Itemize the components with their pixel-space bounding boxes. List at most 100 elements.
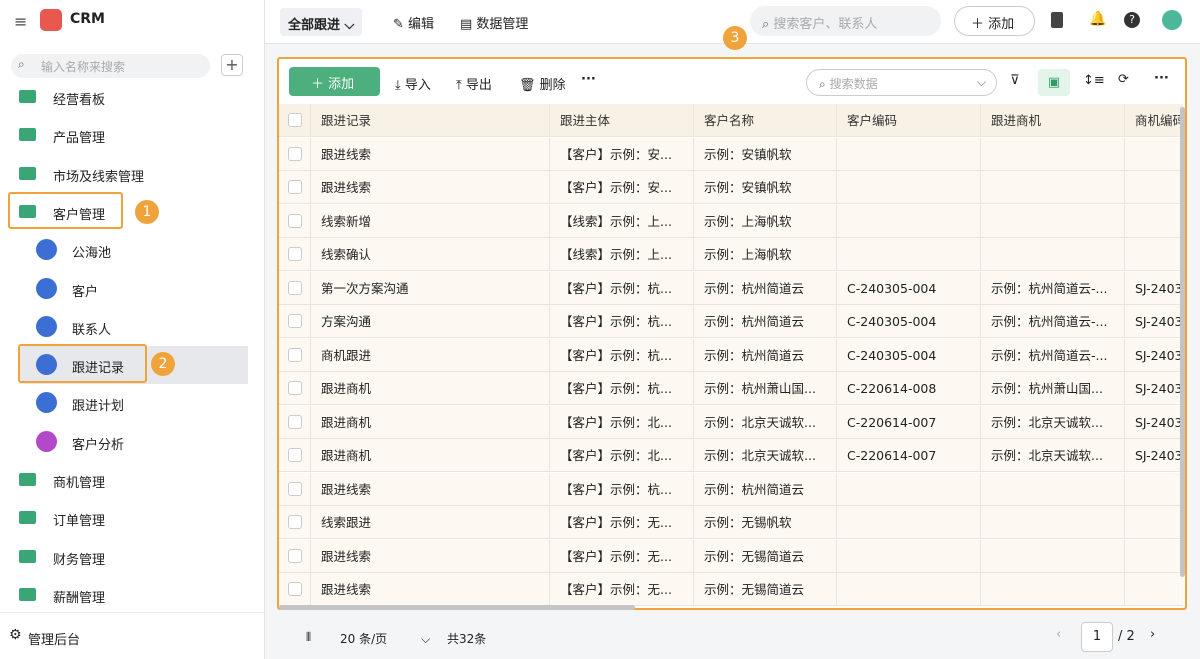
item-icon [36, 277, 57, 299]
import-button[interactable]: ⤓ 导入 [395, 78, 431, 93]
checkbox[interactable] [288, 548, 302, 563]
v-scrollbar[interactable] [1180, 107, 1185, 577]
table-add-label: 添加 [328, 77, 355, 92]
submenu-item[interactable]: 跟进计划 [20, 384, 248, 422]
export-button[interactable]: ⤒ 导出 [456, 78, 492, 93]
checkbox[interactable] [288, 448, 302, 462]
submenu-item[interactable]: 客户 [20, 270, 248, 308]
export-label: 导出 [465, 78, 492, 93]
row-check-cell [279, 204, 311, 238]
table-cell [1125, 506, 1183, 539]
submenu-label: 联系人 [72, 322, 112, 338]
checkbox[interactable] [288, 481, 302, 496]
sidebar-footer[interactable]: ⚙ 管理后台 [0, 612, 264, 659]
table-cell [837, 204, 981, 238]
prev-page[interactable]: ‹ [1056, 627, 1062, 642]
book-icon[interactable] [1051, 12, 1063, 28]
folder-icon [19, 204, 36, 218]
table-cell: 示例：上海帆软 [694, 238, 837, 271]
sidebar: ≡ CRM 输入名称来搜索 ⌕ + 经营看板 产品管理 市场及线索管理 客户管理 公海池… [0, 0, 265, 659]
submenu-item[interactable]: 联系人 [20, 308, 248, 346]
menu-label: 财务管理 [53, 552, 106, 568]
table-cell: SJ-2403 [1125, 271, 1183, 305]
edit-button[interactable]: ✎ 编辑 [393, 17, 435, 32]
table-cell: SJ-2403 [1125, 338, 1183, 372]
next-page[interactable]: › [1150, 627, 1156, 642]
import-label: 导入 [404, 78, 431, 93]
filter-icon[interactable]: ⊽ [1010, 73, 1020, 88]
avatar[interactable] [1162, 10, 1182, 30]
row-check-cell [279, 405, 311, 439]
submenu-item[interactable]: 跟进记录 [20, 346, 248, 385]
table-cell: 示例：北京天诚软... [981, 405, 1125, 439]
page-size[interactable]: 20 条/页 ⌵ [340, 632, 431, 646]
sort-icon[interactable]: ↕≡ [1083, 73, 1105, 88]
add-button[interactable]: + [221, 54, 243, 76]
row-check-cell [279, 539, 311, 573]
bell-icon[interactable]: 🔔 [1089, 11, 1107, 27]
checkbox[interactable] [288, 180, 302, 194]
checkbox[interactable] [288, 414, 302, 429]
view-toggle[interactable]: ▣ [1038, 69, 1070, 96]
menu-item[interactable]: 商机管理 [0, 469, 264, 493]
h-scrollbar[interactable] [279, 605, 635, 610]
menu-item[interactable]: 薪酬管理 [0, 584, 264, 608]
help-icon[interactable]: ? [1124, 12, 1140, 28]
data-manage-button[interactable]: ▤ 数据管理 [460, 17, 529, 32]
table-cell [1125, 238, 1183, 271]
folder-icon [19, 549, 36, 563]
annotation: 1 [135, 200, 159, 224]
checkbox[interactable] [288, 280, 302, 295]
table-cell: 示例：上海帆软 [694, 204, 837, 238]
global-search-placeholder: 搜索客户、联系人 [773, 17, 878, 32]
item-icon [36, 315, 57, 337]
table-cell: 【线索】示例：上... [550, 204, 694, 238]
table-cell: 线索新增 [311, 204, 550, 238]
submenu-label: 客户分析 [72, 437, 125, 453]
checkbox[interactable] [288, 347, 302, 362]
checkbox[interactable] [288, 113, 302, 127]
delete-button[interactable]: 🗑 删除 [519, 78, 566, 93]
table-cell: 【客户】示例：杭... [550, 472, 694, 506]
table-cell [837, 472, 981, 506]
search-icon: ⌕ [18, 57, 25, 71]
more-button[interactable]: ··· [581, 72, 596, 87]
global-search[interactable]: ⌕ 搜索客户、联系人 [750, 6, 941, 36]
table-cell: C-220614-007 [837, 405, 981, 439]
menu-item[interactable]: 订单管理 [0, 507, 264, 531]
row-check-cell [279, 238, 311, 271]
table-search[interactable]: ⌕ 搜索数据 ⌵ [806, 69, 997, 96]
checkbox[interactable] [288, 213, 302, 228]
current-page[interactable]: 1 [1081, 622, 1113, 652]
folder-icon [19, 90, 36, 103]
checkbox[interactable] [288, 247, 302, 261]
table-cell: 【客户】示例：安... [550, 171, 694, 204]
menu-item[interactable]: 经营看板 [0, 86, 264, 110]
refresh-icon[interactable]: ⟳ [1118, 72, 1129, 87]
menu-item[interactable]: 产品管理 [0, 124, 264, 148]
table-cell: 跟进线索 [311, 171, 550, 204]
checkbox[interactable] [288, 381, 302, 395]
top-add-button[interactable]: ＋ 添加 [954, 6, 1035, 36]
menu-label: 商机管理 [53, 476, 106, 491]
total: 共32条 [447, 632, 487, 646]
row-check-cell [279, 372, 311, 405]
table-cell: 示例：杭州简道云 [694, 305, 837, 338]
menu-item[interactable]: 市场及线索管理 [0, 163, 264, 187]
density-icon[interactable]: ⫴ [306, 630, 312, 644]
table-add-button[interactable]: ＋ 添加 [289, 67, 380, 96]
menu-item[interactable]: 客户管理 [0, 201, 264, 225]
checkbox[interactable] [288, 582, 302, 596]
checkbox[interactable] [288, 515, 302, 529]
submenu-item[interactable]: 公海池 [20, 231, 248, 269]
submenu-item[interactable]: 客户分析 [20, 423, 248, 461]
checkbox[interactable] [288, 314, 302, 328]
menu-item[interactable]: 财务管理 [0, 546, 264, 570]
sidebar-search[interactable]: 输入名称来搜索 [11, 54, 210, 78]
table-cell: 示例：杭州简道云 [694, 472, 837, 506]
more-icon[interactable]: ··· [1154, 71, 1169, 86]
checkbox[interactable] [288, 146, 302, 161]
annotation: 2 [151, 352, 175, 376]
menu-icon[interactable]: ≡ [14, 12, 28, 31]
view-selector[interactable]: 全部跟进 ⌵ [280, 8, 363, 36]
